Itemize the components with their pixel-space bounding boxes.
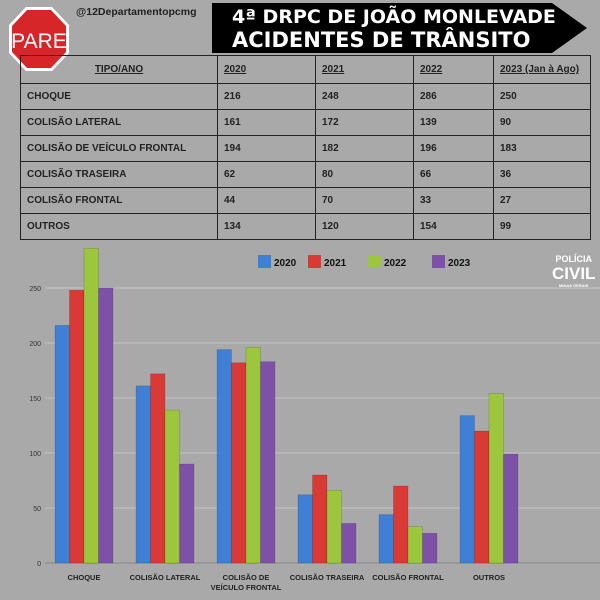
accidents-table: TIPO/ANO 2020 2021 2022 2023 (Jan à Ago)…: [20, 55, 591, 240]
bar-2022: [245, 347, 261, 564]
banner-line2: ACIDENTES DE TRÂNSITO: [232, 28, 531, 52]
header-2021: 2021: [315, 55, 414, 84]
legend-swatch-2020: [258, 255, 271, 268]
table-row: COLISÃO TRASEIRA 62 80 66 36: [20, 161, 591, 188]
table-row: COLISÃO DE VEÍCULO FRONTAL 194 182 196 183: [20, 135, 591, 162]
table-cell-value: 90: [493, 109, 591, 136]
logo-line2: CIVIL: [552, 263, 596, 283]
table-cell-type: COLISÃO LATERAL: [20, 109, 218, 136]
legend-label: 2023: [448, 258, 471, 269]
bar-2021: [393, 485, 409, 564]
banner-line1: 4ª DRPC DE JOÃO MONLEVADE: [232, 6, 556, 28]
y-tick-label: 0: [37, 561, 41, 568]
social-handle: @12Departamentopcmg: [76, 6, 197, 18]
header-2023: 2023 (Jan à Ago): [493, 55, 591, 84]
table-cell-value: 27: [493, 187, 591, 214]
legend-label: 2022: [384, 258, 407, 269]
table-row: COLISÃO LATERAL 161 172 139 90: [20, 109, 591, 136]
table-cell-value: 36: [493, 161, 591, 188]
bar-2020: [459, 415, 475, 564]
table-cell-value: 216: [217, 83, 316, 110]
logo-line1: POLÍCIA: [555, 254, 592, 264]
table-cell-value: 139: [413, 109, 494, 136]
table-cell-value: 99: [493, 213, 591, 240]
legend-swatch-2021: [308, 255, 321, 268]
legend-label: 2020: [274, 258, 297, 269]
bar-2020: [378, 514, 394, 564]
y-tick-label: 250: [29, 286, 41, 293]
table-cell-type: COLISÃO DE VEÍCULO FRONTAL: [20, 135, 218, 162]
title-banner: 4ª DRPC DE JOÃO MONLEVADE ACIDENTES DE T…: [212, 3, 587, 53]
table-cell-value: 62: [217, 161, 316, 188]
bar-2021: [474, 430, 490, 564]
bar-2023: [422, 533, 438, 564]
bar-2023: [503, 453, 519, 564]
table-cell-value: 196: [413, 135, 494, 162]
header-type: TIPO/ANO: [20, 55, 218, 84]
header-2020: 2020: [217, 55, 316, 84]
bar-2021: [231, 362, 247, 564]
table-cell-value: 172: [315, 109, 414, 136]
legend-swatch-2023: [432, 255, 445, 268]
bar-2021: [69, 289, 85, 564]
table-cell-type: CHOQUE: [20, 83, 218, 110]
table-cell-type: COLISÃO FRONTAL: [20, 187, 218, 214]
table-cell-value: 183: [493, 135, 591, 162]
bar-2022: [164, 409, 180, 564]
legend-label: 2021: [324, 258, 347, 269]
table-cell-type: OUTROS: [20, 213, 218, 240]
bar-2020: [54, 325, 70, 564]
table-row: OUTROS 134 120 154 99: [20, 213, 591, 240]
table-header-row: TIPO/ANO 2020 2021 2022 2023 (Jan à Ago): [20, 55, 591, 84]
table-cell-value: 194: [217, 135, 316, 162]
table-cell-type: COLISÃO TRASEIRA: [20, 161, 218, 188]
bar-2022: [407, 526, 423, 564]
logo-line3: MINAS GERAIS: [559, 282, 589, 288]
y-tick-label: 200: [29, 341, 41, 348]
table-cell-value: 250: [493, 83, 591, 110]
table-cell-value: 286: [413, 83, 494, 110]
table-cell-value: 134: [217, 213, 316, 240]
bar-2022: [488, 393, 504, 564]
bar-2023: [98, 287, 114, 564]
bar-2021: [150, 373, 166, 564]
table-cell-value: 66: [413, 161, 494, 188]
bar-2023: [341, 523, 357, 564]
bar-2020: [216, 349, 232, 564]
y-tick-label: 150: [29, 396, 41, 403]
table-cell-value: 44: [217, 187, 316, 214]
table-cell-value: 161: [217, 109, 316, 136]
bar-2020: [135, 385, 151, 564]
bar-2021: [312, 474, 328, 564]
table-cell-value: 120: [315, 213, 414, 240]
table-cell-value: 33: [413, 187, 494, 214]
table-cell-value: 154: [413, 213, 494, 240]
bar-2023: [179, 463, 195, 564]
table-cell-value: 70: [315, 187, 414, 214]
table-cell-value: 182: [315, 135, 414, 162]
table-row: CHOQUE 216 248 286 250: [20, 83, 591, 110]
y-tick-label: 50: [33, 506, 41, 513]
bar-2022: [326, 490, 342, 564]
bar-2020: [297, 494, 313, 564]
table-cell-value: 80: [315, 161, 414, 188]
legend-swatch-2022: [368, 255, 381, 268]
header-2022: 2022: [413, 55, 494, 84]
bar-2022: [83, 248, 99, 564]
policia-civil-logo: POLÍCIA CIVIL MINAS GERAIS: [552, 254, 596, 288]
bar-2023: [260, 361, 276, 564]
stop-sign-label: PARE: [11, 30, 67, 53]
table-cell-value: 248: [315, 83, 414, 110]
bar-chart: 0 50 100 150 200 250 2020 2021 2022 2023: [29, 248, 600, 568]
table-row: COLISÃO FRONTAL 44 70 33 27: [20, 187, 591, 214]
y-tick-label: 100: [29, 451, 41, 458]
